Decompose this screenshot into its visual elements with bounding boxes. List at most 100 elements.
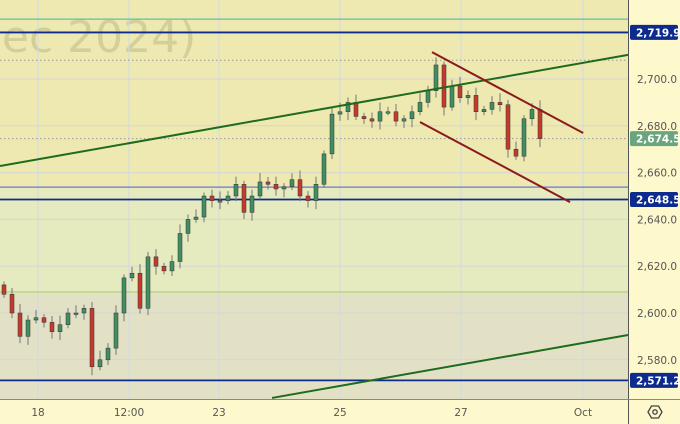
- candle-up: [113, 312, 119, 349]
- candle-down: [89, 308, 95, 368]
- level-price-badge: [630, 24, 678, 40]
- candle-up: [33, 317, 39, 321]
- price-axis[interactable]: [628, 0, 680, 424]
- trendline: [419, 121, 571, 203]
- candle-down: [41, 317, 47, 323]
- time-tick-label: 27: [454, 407, 467, 419]
- candle-down: [137, 272, 143, 309]
- watermark: Dec 2024): [0, 12, 196, 63]
- price-tick-label: 2,580.0: [637, 355, 677, 367]
- candle-up: [281, 186, 287, 190]
- hexagon-gear-icon[interactable]: [647, 405, 663, 419]
- candle-down: [393, 111, 399, 122]
- price-tick-label: 2,700.0: [637, 74, 677, 86]
- current-price-label: 2,674.5: [636, 134, 680, 146]
- candle-up: [25, 319, 31, 337]
- candle-down: [497, 102, 503, 105]
- trendline: [431, 51, 584, 134]
- time-tick-label: Oct: [574, 407, 592, 419]
- candle-down: [265, 181, 271, 185]
- candle-up: [129, 272, 135, 279]
- price-tick-label: 2,620.0: [637, 261, 677, 273]
- trendline: [0, 53, 629, 168]
- level-price-badge: [630, 372, 678, 388]
- candle-up: [169, 261, 175, 272]
- candle-up: [449, 85, 455, 108]
- candle-down: [153, 256, 159, 267]
- candle-up: [521, 118, 527, 157]
- candle-down: [161, 265, 167, 272]
- level-price-label: 2,571.2: [636, 375, 680, 387]
- candle-up: [145, 256, 151, 309]
- time-tick-label: 18: [31, 407, 44, 419]
- candle-down: [441, 64, 447, 108]
- candle-up: [409, 111, 415, 120]
- candle-down: [9, 294, 15, 314]
- trendline: [271, 334, 629, 399]
- candle-up: [465, 95, 471, 98]
- candle-up: [289, 179, 295, 187]
- candle-up: [97, 359, 103, 368]
- candle-down: [353, 102, 359, 117]
- zone-bottom: [0, 291, 628, 400]
- level-price-label: 2,719.9: [636, 27, 680, 39]
- candle-up: [377, 111, 383, 122]
- candle-up: [185, 219, 191, 234]
- candle-up: [233, 184, 239, 197]
- candle-down: [537, 109, 543, 139]
- candle-down: [17, 312, 23, 337]
- price-tick-label: 2,660.0: [637, 168, 677, 180]
- candle-down: [513, 148, 519, 157]
- level-price-badge: [630, 192, 678, 208]
- candle-down: [49, 322, 55, 332]
- candle-up: [401, 118, 407, 122]
- candle-up: [81, 308, 87, 314]
- candle-up: [337, 111, 343, 115]
- current-price-badge: [630, 131, 678, 147]
- candle-down: [361, 116, 367, 120]
- candle-up: [321, 153, 327, 185]
- candle-up: [217, 200, 223, 203]
- candle-down: [305, 195, 311, 201]
- candle-down: [1, 284, 7, 295]
- candle-down: [241, 184, 247, 213]
- zone-middle: [0, 187, 628, 292]
- candle-up: [57, 324, 63, 332]
- candle-up: [257, 181, 263, 197]
- candle-up: [201, 195, 207, 218]
- candle-up: [225, 195, 231, 201]
- time-axis[interactable]: [0, 400, 628, 424]
- candle-up: [177, 233, 183, 262]
- time-tick-label: 25: [333, 407, 346, 419]
- price-tick-label: 2,640.0: [637, 214, 677, 226]
- candle-up: [529, 109, 535, 120]
- candle-up: [105, 347, 111, 361]
- candle-down: [473, 95, 479, 113]
- candle-up: [385, 111, 391, 114]
- candle-down: [505, 104, 511, 150]
- candle-up: [121, 277, 127, 314]
- price-tick-label: 2,680.0: [637, 121, 677, 133]
- candle-down: [297, 179, 303, 197]
- candle-up: [73, 312, 79, 315]
- candle-up: [425, 90, 431, 103]
- candle-up: [249, 195, 255, 213]
- candle-down: [273, 184, 279, 190]
- time-tick-label: 12:00: [114, 407, 144, 419]
- candle-down: [209, 195, 215, 201]
- candle-down: [369, 118, 375, 122]
- level-price-label: 2,648.5: [636, 195, 680, 207]
- candle-up: [313, 184, 319, 201]
- candle-up: [433, 64, 439, 91]
- candle-up: [65, 312, 71, 325]
- candle-up: [481, 109, 487, 113]
- candle-down: [457, 85, 463, 98]
- candle-up: [417, 102, 423, 113]
- candle-up: [489, 102, 495, 110]
- candle-up: [345, 102, 351, 113]
- candle-up: [329, 113, 335, 155]
- price-tick-label: 2,600.0: [637, 308, 677, 320]
- time-tick-label: 23: [212, 407, 225, 419]
